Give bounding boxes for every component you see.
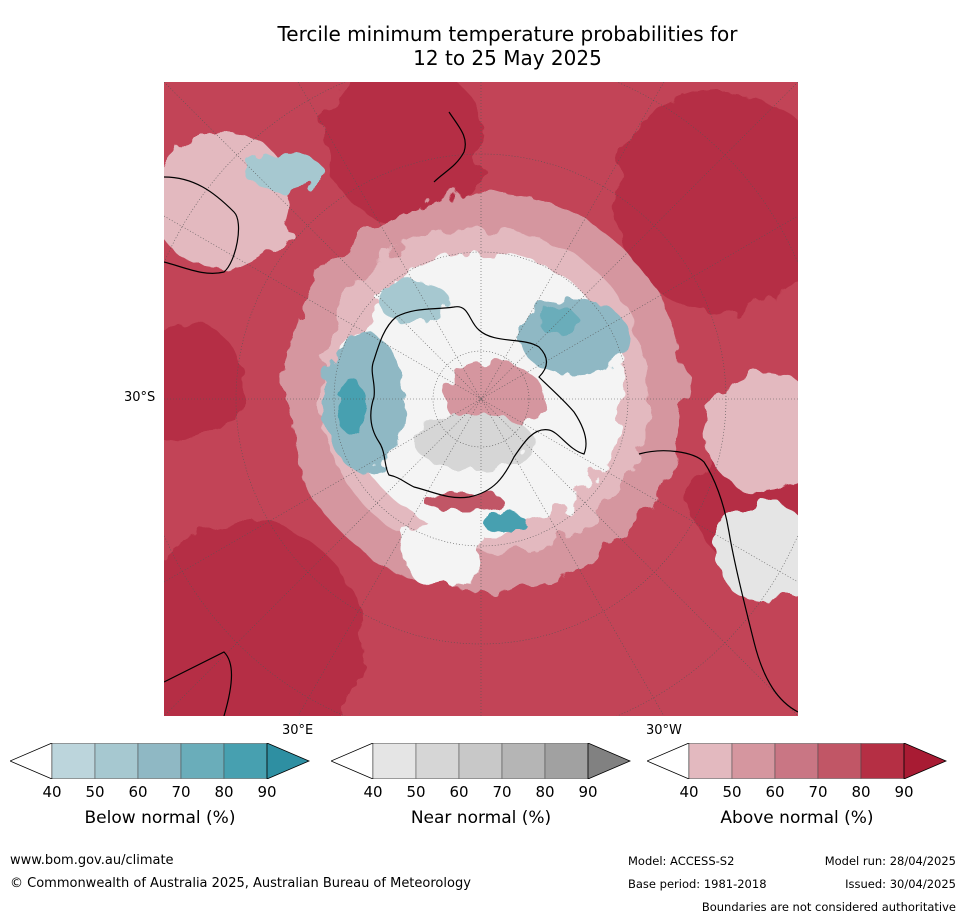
colorbar-below: [10, 743, 310, 779]
colorbar-near-tick-label: 40: [363, 783, 383, 801]
colorbar-near-low-extend: [331, 743, 374, 779]
colorbar-above-title: Above normal (%): [720, 808, 874, 828]
colorbar-near-segment: [458, 743, 503, 779]
colorbar-near-tick-label: 80: [535, 783, 555, 801]
colorbar-below-tick-label: 70: [171, 783, 191, 801]
footer-copyright: © Commonwealth of Australia 2025, Austra…: [10, 876, 471, 891]
map-svg: [164, 82, 798, 716]
colorbar-above-segment: [688, 743, 733, 779]
colorbar-near-tick-label: 60: [449, 783, 469, 801]
colorbar-above-segment: [774, 743, 819, 779]
title-line-2: 12 to 25 May 2025: [413, 46, 602, 70]
australia-coast: [164, 176, 240, 274]
colorbar-above-tick-label: 70: [808, 783, 828, 801]
footer-url: www.bom.gov.au/climate: [10, 853, 174, 868]
chart-title: Tercile minimum temperature probabilitie…: [0, 22, 965, 70]
lon-label-30e: 30°E: [282, 723, 314, 738]
colorbar-near-title: Near normal (%): [410, 808, 552, 828]
polar-map: [164, 82, 798, 716]
colorbar-above-tick-label: 90: [894, 783, 914, 801]
colorbar-below-low-extend: [10, 743, 53, 779]
africa-coast: [164, 651, 233, 716]
colorbar-below-segment: [94, 743, 139, 779]
colorbar-near: [331, 743, 631, 779]
colorbar-near-segment: [415, 743, 460, 779]
colorbar-above-segment: [860, 743, 905, 779]
colorbar-above: [647, 743, 947, 779]
title-line-1: Tercile minimum temperature probabilitie…: [277, 22, 738, 46]
lon-label-30w: 30°W: [646, 723, 682, 738]
colorbar-above-tick-label: 40: [679, 783, 699, 801]
lat-label-30s: 30°S: [124, 390, 156, 405]
colorbar-below-segment: [223, 743, 268, 779]
colorbar-above-high-extend: [903, 743, 947, 779]
south-america-coast: [638, 450, 798, 713]
colorbar-below-segment: [51, 743, 96, 779]
coastlines: [164, 111, 798, 716]
colorbar-below-tick-label: 90: [257, 783, 277, 801]
footer-issued: Issued: 30/04/2025: [845, 877, 956, 891]
antarctica-coast: [370, 306, 587, 499]
footer-disclaimer: Boundaries are not considered authoritat…: [701, 900, 956, 914]
footer-base-period: Base period: 1981-2018: [628, 877, 767, 891]
colorbar-below-tick-label: 40: [42, 783, 62, 801]
colorbar-above-tick-label: 80: [851, 783, 871, 801]
colorbar-above-tick-label: 50: [722, 783, 742, 801]
colorbar-below-high-extend: [266, 743, 310, 779]
antarctic-anomalies: [244, 154, 629, 532]
colorbar-above-tick-label: 60: [765, 783, 785, 801]
footer-model: Model: ACCESS-S2: [628, 854, 735, 868]
colorbar-below-segment: [180, 743, 225, 779]
footer-model-run: Model run: 28/04/2025: [824, 854, 956, 868]
colorbar-below-segment: [137, 743, 182, 779]
colorbar-above-segment: [731, 743, 776, 779]
new-zealand-coast: [433, 111, 466, 183]
graticule: [164, 82, 798, 716]
colorbar-above-segment: [817, 743, 862, 779]
colorbar-below-title: Below normal (%): [84, 808, 236, 828]
colorbar-near-tick-label: 70: [492, 783, 512, 801]
colorbar-above-low-extend: [647, 743, 690, 779]
colorbar-near-tick-label: 90: [578, 783, 598, 801]
colorbar-below-tick-label: 80: [214, 783, 234, 801]
colorbar-near-segment: [544, 743, 589, 779]
colorbar-near-segment: [372, 743, 417, 779]
colorbar-near-high-extend: [587, 743, 631, 779]
colorbar-near-tick-label: 50: [406, 783, 426, 801]
colorbar-below-tick-label: 60: [128, 783, 148, 801]
colorbar-below-tick-label: 50: [85, 783, 105, 801]
colorbar-near-segment: [501, 743, 546, 779]
